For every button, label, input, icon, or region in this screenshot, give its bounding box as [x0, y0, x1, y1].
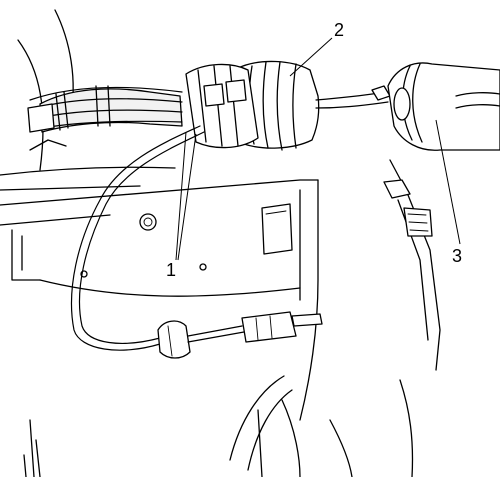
- leader-1a: [175, 131, 187, 261]
- body-panel: [0, 9, 319, 421]
- leader-lines: [175, 37, 461, 261]
- callout-1: 1: [166, 260, 176, 280]
- leader-2: [289, 37, 333, 77]
- sensor-lead: [70, 125, 323, 359]
- leader-3: [435, 119, 461, 245]
- wire-harness: [27, 85, 183, 151]
- lower-frame: [23, 375, 414, 477]
- callout-2: 2: [334, 20, 344, 40]
- connector-housing: [185, 60, 391, 151]
- callout-3: 3: [452, 246, 462, 266]
- leader-1b: [177, 133, 197, 261]
- sensor-body: [383, 62, 500, 371]
